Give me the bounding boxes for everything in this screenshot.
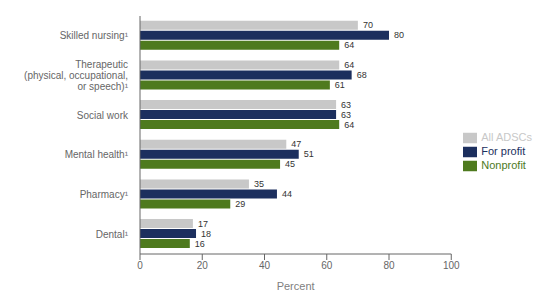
svg-text:18: 18 (201, 229, 211, 239)
html-text:All ADSCs: All ADSCs (481, 130, 532, 143)
svg-text:64: 64 (344, 120, 354, 130)
svg-text:63: 63 (341, 100, 351, 110)
svg-text:64: 64 (344, 60, 354, 70)
svg-text:60: 60 (321, 260, 333, 271)
svg-text:29: 29 (235, 199, 245, 209)
svg-text:100: 100 (443, 260, 460, 271)
svg-text:17: 17 (198, 219, 208, 229)
svg-text:Skilled nursing¹: Skilled nursing¹ (60, 30, 129, 41)
svg-text:Social work: Social work (77, 110, 129, 121)
svg-text:80: 80 (394, 30, 404, 40)
html-text:For profit: For profit (481, 145, 526, 157)
svg-text:51: 51 (304, 149, 314, 159)
svg-text:68: 68 (357, 70, 367, 80)
svg-text:40: 40 (259, 260, 271, 271)
svg-text:63: 63 (341, 110, 351, 120)
svg-text:70: 70 (363, 20, 373, 30)
svg-text:64: 64 (344, 40, 354, 50)
html-text:Nonprofit: Nonprofit (481, 159, 526, 171)
svg-text:Percent: Percent (277, 280, 315, 292)
svg-text:35: 35 (254, 179, 264, 189)
svg-text:Therapeutic(physical, occupati: Therapeutic(physical, occupational,or sp… (24, 59, 129, 92)
svg-text:20: 20 (197, 260, 209, 271)
svg-text:44: 44 (282, 189, 292, 199)
svg-text:47: 47 (291, 139, 301, 149)
svg-text:Mental health¹: Mental health¹ (65, 149, 129, 160)
svg-text:61: 61 (335, 80, 345, 90)
svg-text:80: 80 (383, 260, 395, 271)
svg-text:16: 16 (195, 239, 205, 249)
svg-text:Dental¹: Dental¹ (96, 229, 129, 240)
svg-text:0: 0 (137, 260, 143, 271)
svg-text:Pharmacy¹: Pharmacy¹ (80, 189, 129, 200)
svg-text:45: 45 (285, 159, 295, 169)
